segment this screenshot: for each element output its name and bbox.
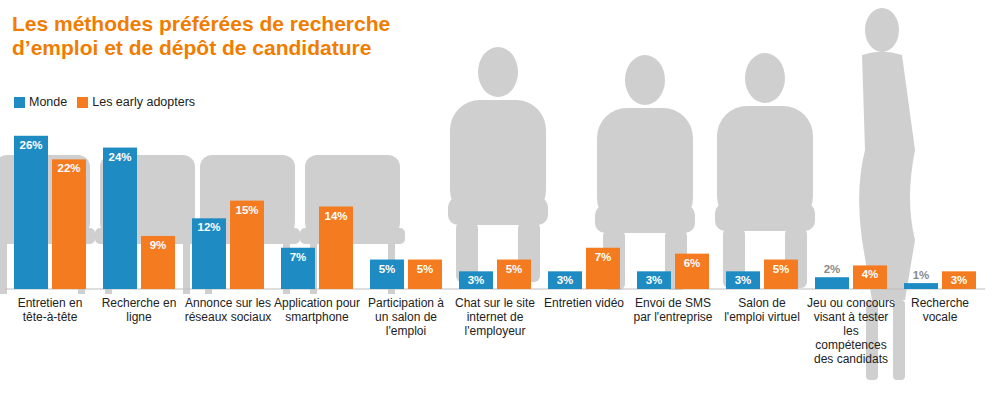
category-label: Envoi de SMS par l'entreprise xyxy=(628,296,718,324)
person-head xyxy=(478,47,518,97)
data-label: 3% xyxy=(557,274,574,286)
data-labels: 26% 24% 12% 7% 5% 3% 3% 3% 3% 2% 1% 22% 9% 15% 14% 5% 5%… xyxy=(19,139,967,287)
chair-leg xyxy=(0,244,7,294)
legend-item: Les early adopters xyxy=(77,95,195,109)
legend: Monde Les early adopters xyxy=(14,95,205,109)
data-label: 12% xyxy=(197,221,220,233)
bar xyxy=(230,201,264,289)
data-label: 1% xyxy=(913,269,930,281)
bar xyxy=(103,148,137,289)
legend-label: Monde xyxy=(29,95,67,109)
legend-swatch xyxy=(77,97,88,108)
bar xyxy=(815,277,849,289)
bar xyxy=(192,218,226,289)
person-lap xyxy=(715,203,815,231)
bar xyxy=(942,271,976,289)
data-label: 22% xyxy=(57,162,80,174)
bar xyxy=(52,159,86,289)
legend-label: Les early adopters xyxy=(92,95,195,109)
data-label: 5% xyxy=(379,263,396,275)
category-label: Salon de l'emploi virtuel xyxy=(717,296,807,324)
data-label: 7% xyxy=(595,251,612,263)
data-label: 7% xyxy=(290,251,307,263)
category-label: Chat sur le site internet de l'employeur xyxy=(450,296,540,338)
bar xyxy=(141,236,175,289)
category-label: Annonce sur les réseaux sociaux xyxy=(183,296,273,324)
bar xyxy=(675,254,709,289)
bar xyxy=(853,265,887,289)
bar xyxy=(281,248,315,289)
data-label: 24% xyxy=(108,151,131,163)
person-head xyxy=(625,55,665,105)
woman-body xyxy=(859,52,915,301)
data-label: 5% xyxy=(506,263,523,275)
category-label: Entretien vidéo xyxy=(539,296,629,310)
bar xyxy=(370,260,404,289)
legend-item: Monde xyxy=(14,95,67,109)
data-label: 4% xyxy=(862,268,879,280)
legend-swatch xyxy=(14,97,25,108)
data-label: 3% xyxy=(951,274,968,286)
bar xyxy=(408,260,442,289)
silhouettes xyxy=(0,8,915,380)
chair-leg xyxy=(183,244,190,294)
woman-leg xyxy=(893,300,905,380)
category-label: Recherche vocale xyxy=(895,296,985,324)
title: Les méthodes préférées de recherche d’em… xyxy=(12,12,442,60)
bar xyxy=(548,271,582,289)
data-label: 26% xyxy=(19,139,42,151)
bar xyxy=(497,260,531,289)
person-lap xyxy=(448,197,548,225)
bar xyxy=(459,271,493,289)
bars xyxy=(14,136,976,289)
bar xyxy=(14,136,48,289)
person-lap xyxy=(595,205,695,233)
category-label: Entretien en tête-à-tête xyxy=(5,296,95,324)
data-label: 3% xyxy=(646,274,663,286)
bar xyxy=(586,248,620,289)
data-label: 6% xyxy=(684,257,701,269)
data-label: 5% xyxy=(417,263,434,275)
woman-head xyxy=(865,8,899,52)
data-label: 3% xyxy=(735,274,752,286)
person-head xyxy=(745,53,785,103)
data-label: 15% xyxy=(235,204,258,216)
bar xyxy=(904,283,938,289)
category-label: Recherche en ligne xyxy=(94,296,184,324)
category-label: Participation à un salon de l'emploi xyxy=(361,296,451,338)
bar xyxy=(319,207,353,290)
bar xyxy=(637,271,671,289)
data-label: 14% xyxy=(324,210,347,222)
category-label: Application pour smartphone xyxy=(272,296,362,324)
data-label: 2% xyxy=(824,263,841,275)
data-label: 5% xyxy=(773,263,790,275)
bar xyxy=(764,260,798,289)
data-label: 9% xyxy=(150,239,167,251)
category-label: Jeu ou concours visant à tester les comp… xyxy=(806,296,896,366)
data-label: 3% xyxy=(468,274,485,286)
bar xyxy=(726,271,760,289)
